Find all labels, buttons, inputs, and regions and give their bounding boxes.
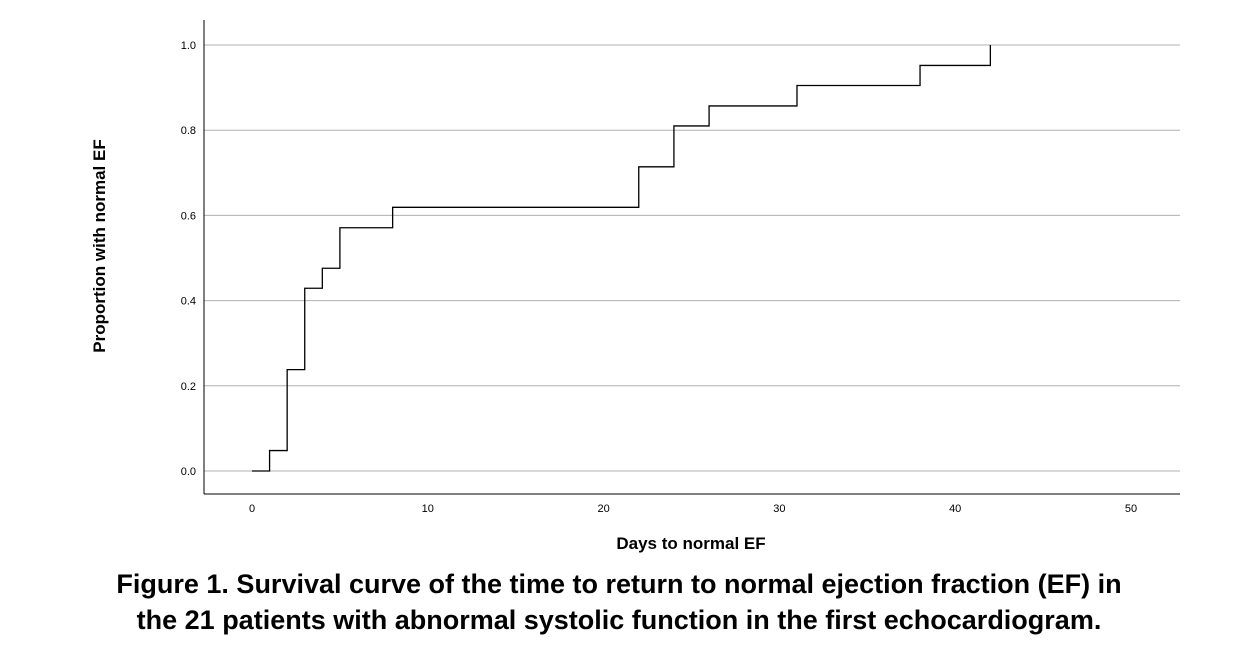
gridlines <box>204 44 1180 472</box>
caption-line-1: Figure 1. Survival curve of the time to … <box>116 569 1122 599</box>
x-tick-label: 0 <box>249 503 255 515</box>
x-tick-label: 40 <box>949 503 961 515</box>
x-tick-labels: 0 10 20 30 40 50 <box>249 503 1137 515</box>
survival-chart: 0.0 0.2 0.4 0.6 0.8 1.0 0 10 20 30 40 50 Proportio… <box>90 20 1180 553</box>
x-tick-label: 30 <box>773 503 785 515</box>
x-axis-title: Days to normal EF <box>616 534 765 553</box>
figure-caption: Figure 1. Survival curve of the time to … <box>0 566 1238 638</box>
y-tick-label: 0.4 <box>181 296 196 308</box>
survival-step-line <box>252 45 992 472</box>
y-tick-labels: 0.0 0.2 0.4 0.6 0.8 1.0 <box>181 40 196 478</box>
x-tick-label: 50 <box>1125 503 1137 515</box>
x-tick-label: 10 <box>422 503 434 515</box>
y-tick-label: 0.2 <box>181 381 196 393</box>
y-tick-label: 0.8 <box>181 125 196 137</box>
x-tick-label: 20 <box>597 503 609 515</box>
y-tick-label: 1.0 <box>181 40 196 52</box>
caption-line-2: the 21 patients with abnormal systolic f… <box>136 605 1102 635</box>
y-axis-title: Proportion with normal EF <box>90 139 109 352</box>
y-tick-label: 0.0 <box>181 466 196 478</box>
series-group <box>252 45 992 472</box>
y-tick-label: 0.6 <box>181 210 196 222</box>
